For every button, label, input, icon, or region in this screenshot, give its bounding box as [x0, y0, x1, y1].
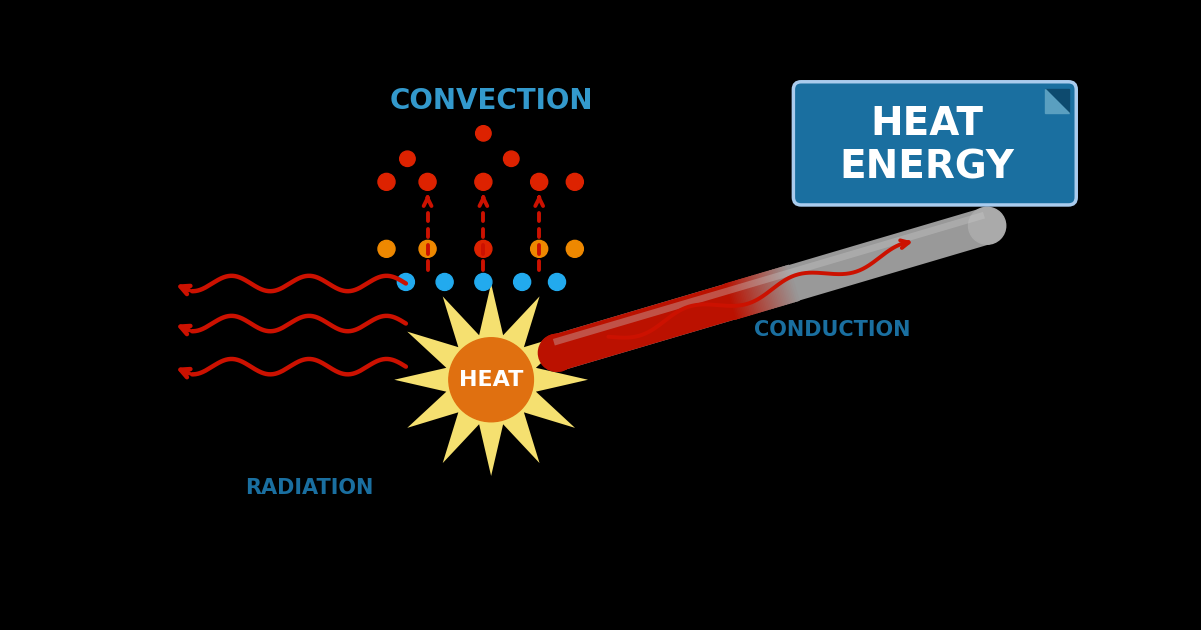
Text: RADIATION: RADIATION — [245, 478, 374, 498]
Polygon shape — [758, 273, 771, 310]
Polygon shape — [763, 272, 776, 309]
Circle shape — [567, 241, 584, 257]
Polygon shape — [772, 269, 785, 306]
Circle shape — [436, 273, 453, 290]
Polygon shape — [551, 278, 755, 370]
Circle shape — [378, 241, 395, 257]
Circle shape — [549, 273, 566, 290]
Polygon shape — [769, 270, 782, 307]
Circle shape — [514, 273, 531, 290]
Polygon shape — [767, 270, 781, 307]
Circle shape — [419, 173, 436, 190]
Polygon shape — [755, 273, 769, 311]
Text: HEAT: HEAT — [871, 105, 984, 143]
Polygon shape — [1045, 89, 1069, 113]
Circle shape — [503, 151, 519, 166]
Polygon shape — [1045, 89, 1069, 113]
Polygon shape — [749, 275, 763, 312]
Polygon shape — [787, 265, 800, 302]
Circle shape — [538, 335, 575, 371]
Circle shape — [538, 335, 575, 371]
Polygon shape — [725, 283, 739, 319]
FancyBboxPatch shape — [794, 82, 1076, 205]
Polygon shape — [781, 266, 794, 304]
Circle shape — [531, 173, 548, 190]
Circle shape — [474, 241, 492, 257]
Polygon shape — [777, 268, 790, 304]
Polygon shape — [724, 283, 737, 320]
Polygon shape — [741, 278, 754, 315]
Polygon shape — [552, 212, 985, 345]
Text: CONVECTION: CONVECTION — [389, 87, 593, 115]
Polygon shape — [740, 278, 753, 315]
Polygon shape — [730, 281, 743, 318]
Circle shape — [419, 241, 436, 257]
Circle shape — [474, 273, 492, 290]
Polygon shape — [745, 277, 758, 314]
Polygon shape — [760, 272, 773, 309]
Polygon shape — [785, 265, 799, 302]
Polygon shape — [746, 277, 759, 313]
Circle shape — [968, 207, 1005, 244]
Polygon shape — [394, 284, 588, 476]
Polygon shape — [739, 279, 752, 316]
Polygon shape — [754, 274, 767, 311]
Polygon shape — [782, 266, 795, 303]
Polygon shape — [734, 280, 747, 317]
Polygon shape — [748, 276, 761, 313]
Polygon shape — [729, 282, 742, 319]
Text: ENERGY: ENERGY — [839, 148, 1014, 186]
Polygon shape — [743, 277, 757, 314]
Polygon shape — [765, 271, 779, 307]
Circle shape — [400, 151, 416, 166]
Circle shape — [476, 125, 491, 141]
Polygon shape — [764, 272, 777, 308]
Circle shape — [398, 273, 414, 290]
Circle shape — [567, 173, 584, 190]
Circle shape — [449, 338, 533, 421]
Text: HEAT: HEAT — [459, 370, 524, 390]
Polygon shape — [759, 273, 772, 309]
Polygon shape — [736, 279, 749, 316]
Polygon shape — [753, 275, 766, 311]
Polygon shape — [735, 280, 748, 317]
Polygon shape — [773, 268, 787, 306]
Circle shape — [531, 241, 548, 257]
Polygon shape — [783, 265, 796, 302]
Polygon shape — [727, 282, 740, 319]
Circle shape — [474, 173, 492, 190]
Text: CONDUCTION: CONDUCTION — [754, 321, 910, 340]
Polygon shape — [770, 270, 784, 306]
Polygon shape — [751, 275, 764, 312]
Polygon shape — [776, 268, 789, 305]
Polygon shape — [778, 267, 791, 304]
Polygon shape — [731, 281, 745, 318]
Circle shape — [378, 173, 395, 190]
Polygon shape — [551, 208, 992, 370]
